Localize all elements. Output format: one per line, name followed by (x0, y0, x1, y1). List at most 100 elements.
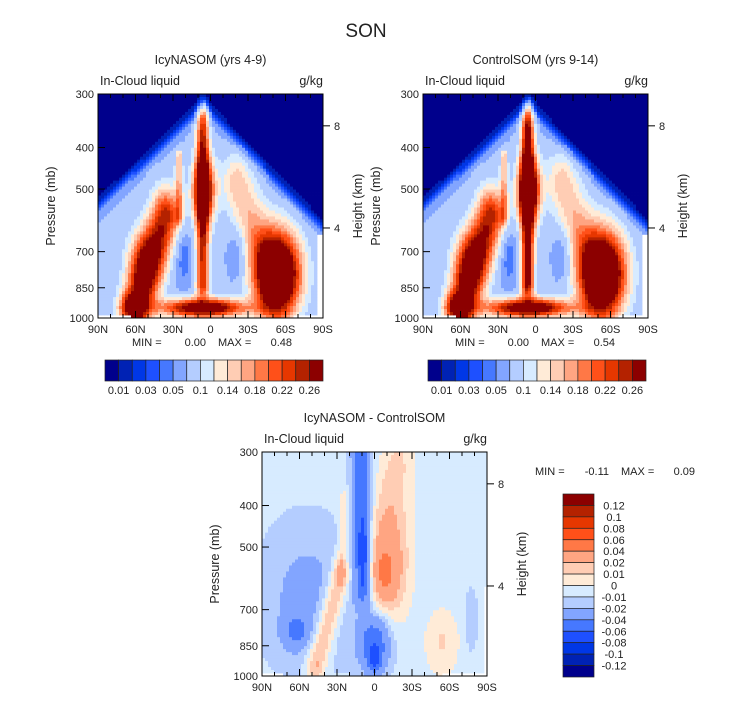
field-cell (281, 312, 285, 316)
field-cell (140, 183, 144, 187)
field-cell (110, 96, 114, 101)
field-cell (269, 249, 273, 253)
field-cell (203, 273, 207, 277)
field-cell (164, 195, 168, 199)
field-cell (140, 96, 144, 101)
field-cell (212, 273, 216, 277)
field-cell (275, 282, 279, 286)
field-cell (239, 168, 243, 173)
field-cell (218, 312, 222, 316)
field-cell (254, 135, 258, 140)
field-cell (233, 96, 237, 101)
field-cell (155, 267, 159, 271)
field-cell (263, 117, 267, 122)
field-cell (182, 171, 186, 176)
field-cell (266, 234, 270, 238)
field-cell (104, 171, 108, 176)
field-cell (161, 123, 165, 128)
field-cell (269, 270, 273, 274)
field-cell (290, 153, 294, 158)
field-cell (251, 234, 255, 238)
field-cell (137, 186, 141, 190)
field-cell (113, 249, 117, 253)
field-cell (239, 105, 243, 110)
field-cell (146, 261, 150, 265)
field-cell (293, 165, 297, 170)
field-cell (254, 207, 258, 211)
field-cell (215, 102, 219, 107)
field-cell (293, 288, 297, 292)
field-cell (206, 108, 210, 113)
field-cell (143, 309, 147, 313)
field-cell (125, 198, 129, 202)
field-cell (113, 120, 117, 125)
field-cell (242, 231, 246, 235)
field-cell (236, 210, 240, 214)
field-cell (134, 225, 138, 229)
field-cell (107, 210, 111, 214)
field-cell (236, 165, 240, 170)
field-cell (233, 180, 237, 184)
field-cell (173, 165, 177, 170)
field-cell (191, 114, 195, 119)
field-cell (179, 165, 183, 170)
field-cell (125, 312, 129, 316)
field-cell (149, 252, 153, 256)
field-cell (164, 153, 168, 158)
field-cell (110, 183, 114, 187)
field-cell (254, 303, 258, 307)
field-cell (149, 240, 153, 244)
field-cell (275, 96, 279, 101)
field-cell (125, 216, 129, 220)
field-cell (113, 183, 117, 187)
field-cell (251, 255, 255, 259)
field-cell (125, 102, 129, 107)
field-cell (218, 222, 222, 226)
field-cell (245, 300, 249, 304)
field-cell (197, 144, 201, 149)
field-cell (221, 309, 225, 313)
field-cell (278, 288, 282, 292)
field-cell (281, 306, 285, 310)
field-cell (158, 114, 162, 119)
field-cell (179, 111, 183, 116)
field-cell (245, 213, 249, 217)
field-cell (131, 129, 135, 134)
field-cell (212, 132, 216, 137)
field-cell (119, 285, 123, 289)
field-cell (209, 234, 213, 238)
field-cell (269, 147, 273, 152)
field-cell (242, 249, 246, 253)
field-cell (188, 204, 192, 208)
field-cell (275, 102, 279, 107)
field-cell (236, 180, 240, 184)
field-cell (266, 168, 270, 173)
field-cell (131, 234, 135, 238)
field-cell (176, 189, 180, 193)
field-cell (146, 312, 150, 316)
field-cell (206, 144, 210, 149)
field-cell (221, 270, 225, 274)
field-cell (281, 303, 285, 307)
field-cell (113, 231, 117, 235)
field-cell (173, 105, 177, 110)
field-cell (242, 228, 246, 232)
field-cell (266, 207, 270, 211)
field-cell (296, 99, 300, 104)
field-cell (197, 291, 201, 295)
field-cell (167, 216, 171, 220)
field-cell (272, 204, 276, 208)
field-cell (296, 156, 300, 161)
field-cell (200, 186, 204, 190)
field-cell (167, 240, 171, 244)
field-cell (107, 177, 111, 182)
field-cell (284, 303, 288, 307)
field-cell (146, 213, 150, 217)
field-cell (269, 255, 273, 259)
field-cell (233, 177, 237, 182)
field-cell (194, 201, 198, 205)
field-cell (173, 246, 177, 250)
field-cell (200, 111, 204, 116)
field-cell (290, 315, 294, 319)
field-cell (287, 231, 291, 235)
